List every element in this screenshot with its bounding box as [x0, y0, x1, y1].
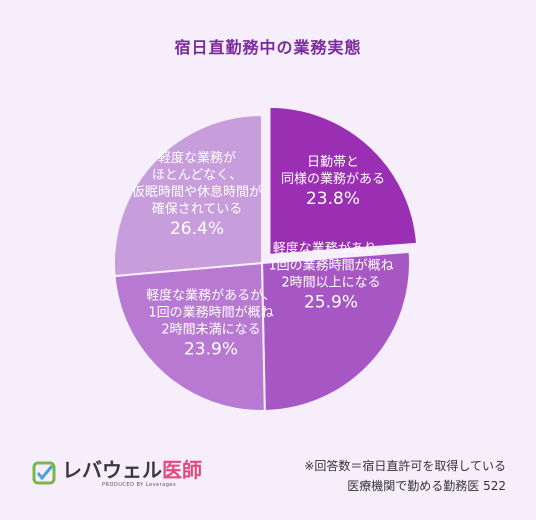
footnote-line-2: 医療機関で勤める勤務医 522 [347, 479, 506, 493]
slice-label: 日勤帯と [307, 155, 359, 170]
slice-value-label: 25.9% [304, 293, 358, 313]
slice-value-label: 23.9% [184, 340, 238, 360]
pie-slices [113, 105, 419, 412]
slice-label: 1回の業務時間が概ね [148, 305, 273, 321]
logo-icon [32, 461, 56, 485]
slice-label: 2時間未満になる [161, 323, 260, 338]
logo-subtext: PRODUCED BY Leverages [102, 481, 177, 488]
slice-label: 軽度な業務が [158, 150, 236, 166]
footnote-line-1: ※回答数＝宿日直許可を取得している [304, 459, 506, 473]
chart-title: 宿日直勤務中の業務実態 [174, 38, 362, 57]
pie-slice [113, 261, 266, 412]
brand-logo: レバウェル医師 PRODUCED BY Leverages [32, 456, 202, 490]
slice-label: 仮眠時間や休息時間が [132, 184, 262, 200]
pie-slice [113, 113, 263, 278]
slice-label: 2時間以上になる [281, 276, 380, 291]
slice-label: 軽度な業務があり、 [273, 241, 389, 257]
slice-label: 1回の業務時間が概ね [268, 258, 393, 274]
pie-labels: 日勤帯と同様の業務がある23.8%軽度な業務があり、1回の業務時間が概ね2時間以… [132, 150, 394, 360]
slice-value-label: 26.4% [170, 219, 224, 239]
pie-slice [268, 105, 419, 257]
logo-text: レバウェル [62, 457, 162, 482]
footnote: ※回答数＝宿日直許可を取得している 医療機関で勤める勤務医 522 [304, 456, 506, 496]
slice-label: 同様の業務がある [281, 171, 385, 187]
slice-label: 確保されている [152, 201, 243, 217]
slice-label: 軽度な業務があるが、 [146, 288, 276, 304]
slice-value-label: 23.8% [306, 189, 360, 209]
logo-accent-text: 医師 [162, 457, 202, 482]
pie-slice [260, 250, 411, 412]
slice-label: ほとんどなく、 [152, 168, 242, 183]
